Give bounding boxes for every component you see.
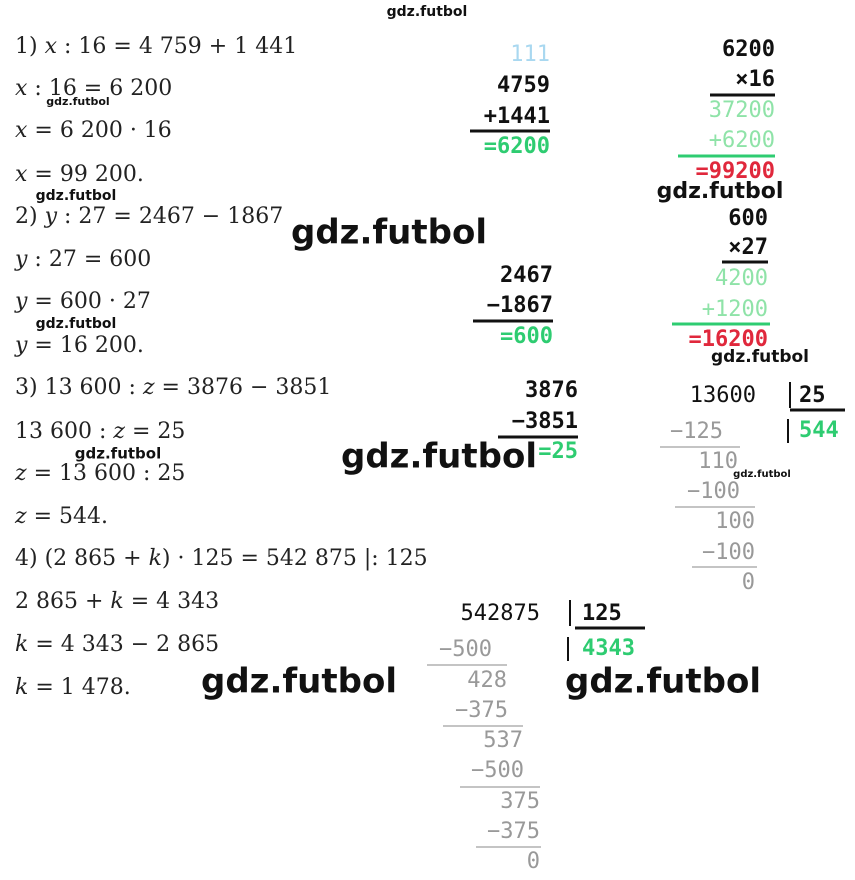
watermark: gdz.futbol xyxy=(75,445,161,463)
division-step: −100 xyxy=(687,479,740,504)
watermark: gdz.futbol xyxy=(733,469,791,480)
quotient: 4343 xyxy=(582,636,635,661)
equation: 1) x : 16 = 4 759 + 1 441 xyxy=(15,34,297,59)
column-line: 3876 xyxy=(525,378,578,403)
watermark: gdz.futbol xyxy=(201,662,397,702)
equation: 2) y : 27 = 2467 − 1867 xyxy=(15,204,283,229)
equation: z = 13 600 : 25 xyxy=(14,461,185,486)
column-line: +6200 xyxy=(709,128,775,153)
watermark: gdz.futbol xyxy=(387,4,468,20)
equation: 4) (2 865 + k) · 125 = 542 875 |: 125 xyxy=(15,546,428,571)
equation: z = 544. xyxy=(14,504,108,529)
column-line: −3851 xyxy=(512,409,578,434)
divisor: 25 xyxy=(799,383,826,408)
quotient: 544 xyxy=(799,418,839,443)
column-line: ×16 xyxy=(735,67,775,92)
equation: x = 99 200. xyxy=(15,162,144,187)
division-step: 537 xyxy=(483,728,523,753)
column-line: +1200 xyxy=(702,297,768,322)
column-line: 2467 xyxy=(500,263,553,288)
divisor: 125 xyxy=(582,601,622,626)
division-step: 100 xyxy=(715,509,755,534)
division-step: 110 xyxy=(698,449,738,474)
equation: y : 27 = 600 xyxy=(14,247,151,272)
watermark: gdz.futbol xyxy=(657,179,784,204)
division-step: 0 xyxy=(527,849,540,874)
column-line: 6200 xyxy=(722,37,775,62)
watermark: gdz.futbol xyxy=(341,437,537,477)
division-step: −375 xyxy=(455,698,508,723)
division-step: −125 xyxy=(670,419,723,444)
column-line: =99200 xyxy=(696,159,775,184)
division-step: 0 xyxy=(742,570,755,595)
equation: x = 6 200 · 16 xyxy=(15,118,172,143)
equation: 3) 13 600 : z = 3876 − 3851 xyxy=(15,375,331,400)
column-line: 4759 xyxy=(497,73,550,98)
column-line: =16200 xyxy=(689,327,768,352)
watermark: gdz.futbol xyxy=(291,213,487,253)
equation: y = 16 200. xyxy=(14,333,144,358)
division-step: 375 xyxy=(500,789,540,814)
division-step: −100 xyxy=(702,540,755,565)
watermark: gdz.futbol xyxy=(711,347,809,367)
equation: 13 600 : z = 25 xyxy=(15,419,185,444)
dividend: 542875 xyxy=(461,601,540,626)
equation: 2 865 + k = 4 343 xyxy=(15,589,219,614)
division-step: −500 xyxy=(439,637,492,662)
division-step: 428 xyxy=(467,668,507,693)
column-line: −1867 xyxy=(487,293,553,318)
equation: k = 1 478. xyxy=(15,675,131,700)
division-step: −500 xyxy=(471,758,524,783)
equation: y = 600 · 27 xyxy=(14,289,151,314)
watermark: gdz.futbol xyxy=(36,188,117,204)
dividend: 13600 xyxy=(690,383,756,408)
column-line: 111 xyxy=(510,42,550,67)
column-line: 4200 xyxy=(715,266,768,291)
column-line: =6200 xyxy=(484,134,550,159)
column-line: =600 xyxy=(500,324,553,349)
watermark: gdz.futbol xyxy=(36,316,117,332)
equation: x : 16 = 6 200 xyxy=(15,76,172,101)
column-line: =25 xyxy=(538,439,578,464)
column-line: 600 xyxy=(728,206,768,231)
watermark: gdz.futbol xyxy=(46,95,109,108)
division-step: −375 xyxy=(487,819,540,844)
column-line: +1441 xyxy=(484,104,550,129)
equation: k = 4 343 − 2 865 xyxy=(15,632,219,657)
column-line: ×27 xyxy=(728,235,768,260)
column-line: 37200 xyxy=(709,98,775,123)
watermark: gdz.futbol xyxy=(565,662,761,702)
